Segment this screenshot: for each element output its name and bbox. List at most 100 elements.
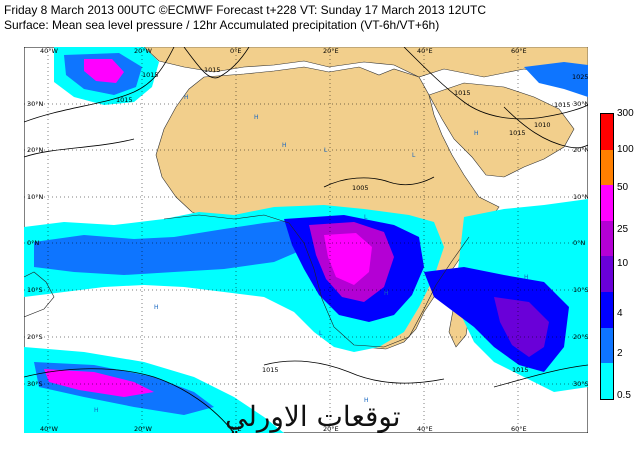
lon-label-bottom: 0°E — [230, 425, 242, 433]
isobar-1 — [24, 47, 175, 123]
lon-label-top: 20°W — [134, 47, 153, 55]
lon-label-top: 40°E — [417, 47, 433, 55]
pressure-center: L — [412, 152, 416, 159]
lat-label-right: 20°N — [573, 146, 588, 154]
legend-swatch — [600, 291, 614, 328]
legend-tick: 50 — [617, 182, 629, 193]
header-title-line-1: Friday 8 March 2013 00UTC ©ECMWF Forecas… — [4, 3, 487, 17]
legend-tick: 10 — [617, 258, 629, 269]
lat-label-left: 30°S — [27, 380, 43, 388]
isobar-label: 1015 — [509, 129, 526, 137]
watermark-text: توقعات الاورلي — [225, 400, 401, 433]
latitude-labels-left: 30°N 20°N 10°N 0°N 10°S 20°S 30°S — [27, 100, 44, 388]
isobar-label: 1015 — [554, 101, 571, 109]
legend-tick-labels: 300 100 50 25 10 4 2 0.5 — [617, 108, 640, 402]
legend-swatch — [600, 185, 614, 221]
longitude-labels-bottom: 40°W 20°W 0°E 20°E 40°E 60°E — [40, 425, 527, 433]
precip-magenta-south-atlantic — [44, 369, 154, 397]
lat-label-left: 10°N — [27, 193, 44, 201]
lat-label-left: 20°N — [27, 146, 44, 154]
lat-label-left: 30°N — [27, 100, 44, 108]
pressure-center: H — [474, 130, 479, 137]
legend-tick: 0.5 — [617, 390, 631, 401]
lon-label-top: 60°E — [511, 47, 527, 55]
isobars — [24, 47, 588, 433]
pressure-centers: H H H L L H L H H H L H H — [94, 94, 529, 414]
legend-swatch — [600, 220, 614, 257]
pressure-center: H — [384, 290, 389, 297]
isobar-label: 1015 — [204, 66, 221, 74]
isobar-7 — [24, 368, 235, 433]
isobar-5 — [323, 176, 435, 188]
legend-tick: 25 — [617, 224, 629, 235]
isobar-4 — [503, 106, 588, 149]
lon-label-bottom: 60°E — [511, 425, 527, 433]
isobar-label: 1015 — [262, 366, 279, 374]
lat-label-left: 0°N — [27, 239, 39, 247]
isobar-8 — [493, 364, 588, 388]
isobar-2 — [183, 47, 250, 79]
lat-label-right: 30°S — [573, 380, 588, 388]
isobar-6 — [263, 360, 445, 384]
latitude-labels-right: 30°N 20°N 10°N 0°N 10°S 20°S 30°S — [573, 100, 588, 388]
isobar-3 — [403, 47, 588, 120]
pressure-center: H — [524, 274, 529, 281]
lat-label-right: 10°S — [573, 286, 588, 294]
legend-swatch — [600, 363, 614, 400]
legend-tick: 300 — [617, 108, 634, 119]
precipitation-areas — [24, 47, 588, 433]
lon-label-bottom: 40°W — [40, 425, 59, 433]
lat-label-left: 20°S — [27, 333, 43, 341]
legend-swatch — [600, 149, 614, 186]
isobar-9 — [24, 138, 135, 158]
legend-swatch — [600, 113, 614, 150]
precip-blue-northeast — [524, 62, 588, 97]
isobar-label: 1025 — [572, 73, 588, 81]
precip-magenta-north-atlantic — [84, 59, 124, 83]
lon-label-bottom: 40°E — [417, 425, 433, 433]
pressure-center: H — [364, 397, 369, 404]
isobar-labels: 1015 1015 1015 1015 1010 1005 1015 1015 … — [116, 66, 588, 374]
isobar-label: 1010 — [534, 121, 551, 129]
legend-tick: 100 — [617, 144, 634, 155]
pressure-center: H — [282, 142, 287, 149]
lat-label-right: 20°S — [573, 333, 588, 341]
lon-label-bottom: 20°W — [134, 425, 153, 433]
coastline-south-america — [24, 271, 55, 318]
precip-magenta-central — [324, 233, 372, 285]
pressure-center: L — [319, 330, 323, 337]
legend-swatch — [600, 327, 614, 364]
isobar-label: 1015 — [142, 71, 159, 79]
legend-tick: 4 — [617, 308, 623, 319]
precipitation-legend — [600, 113, 614, 400]
pressure-center: H — [94, 407, 99, 414]
isobar-label: 1005 — [352, 184, 369, 192]
lat-label-left: 10°S — [27, 286, 43, 294]
pressure-center: L — [364, 214, 368, 221]
lon-label-top: 20°E — [323, 47, 339, 55]
precip-blue-west — [34, 219, 324, 275]
legend-tick: 2 — [617, 348, 623, 359]
lon-label-bottom: 20°E — [323, 425, 339, 433]
isobar-label: 1015 — [512, 366, 529, 374]
pressure-center: H — [254, 114, 259, 121]
header-title-line-2: Surface: Mean sea level pressure / 12hr … — [4, 18, 440, 32]
pressure-center: L — [324, 147, 328, 154]
graticule — [24, 47, 588, 433]
isobar-label: 1015 — [116, 96, 133, 104]
coastline-gulf-of-guinea — [163, 214, 470, 348]
lat-label-right: 0°N — [573, 239, 585, 247]
lat-label-right: 10°N — [573, 193, 588, 201]
coastlines — [24, 214, 470, 348]
pressure-center: H — [184, 94, 189, 101]
forecast-map: 40°W 20°W 0°E 20°E 40°E 60°E 40°W 20°W 0… — [24, 47, 588, 433]
longitude-labels-top: 40°W 20°W 0°E 20°E 40°E 60°E — [40, 47, 527, 55]
isobar-label: 1015 — [454, 89, 471, 97]
legend-swatch — [600, 256, 614, 292]
lon-label-top: 0°E — [230, 47, 242, 55]
arabia-land — [428, 82, 575, 178]
lon-label-top: 40°W — [40, 47, 59, 55]
precip-purple-indian — [494, 297, 549, 357]
pressure-center: H — [154, 304, 159, 311]
lat-label-right: 30°N — [573, 100, 588, 108]
